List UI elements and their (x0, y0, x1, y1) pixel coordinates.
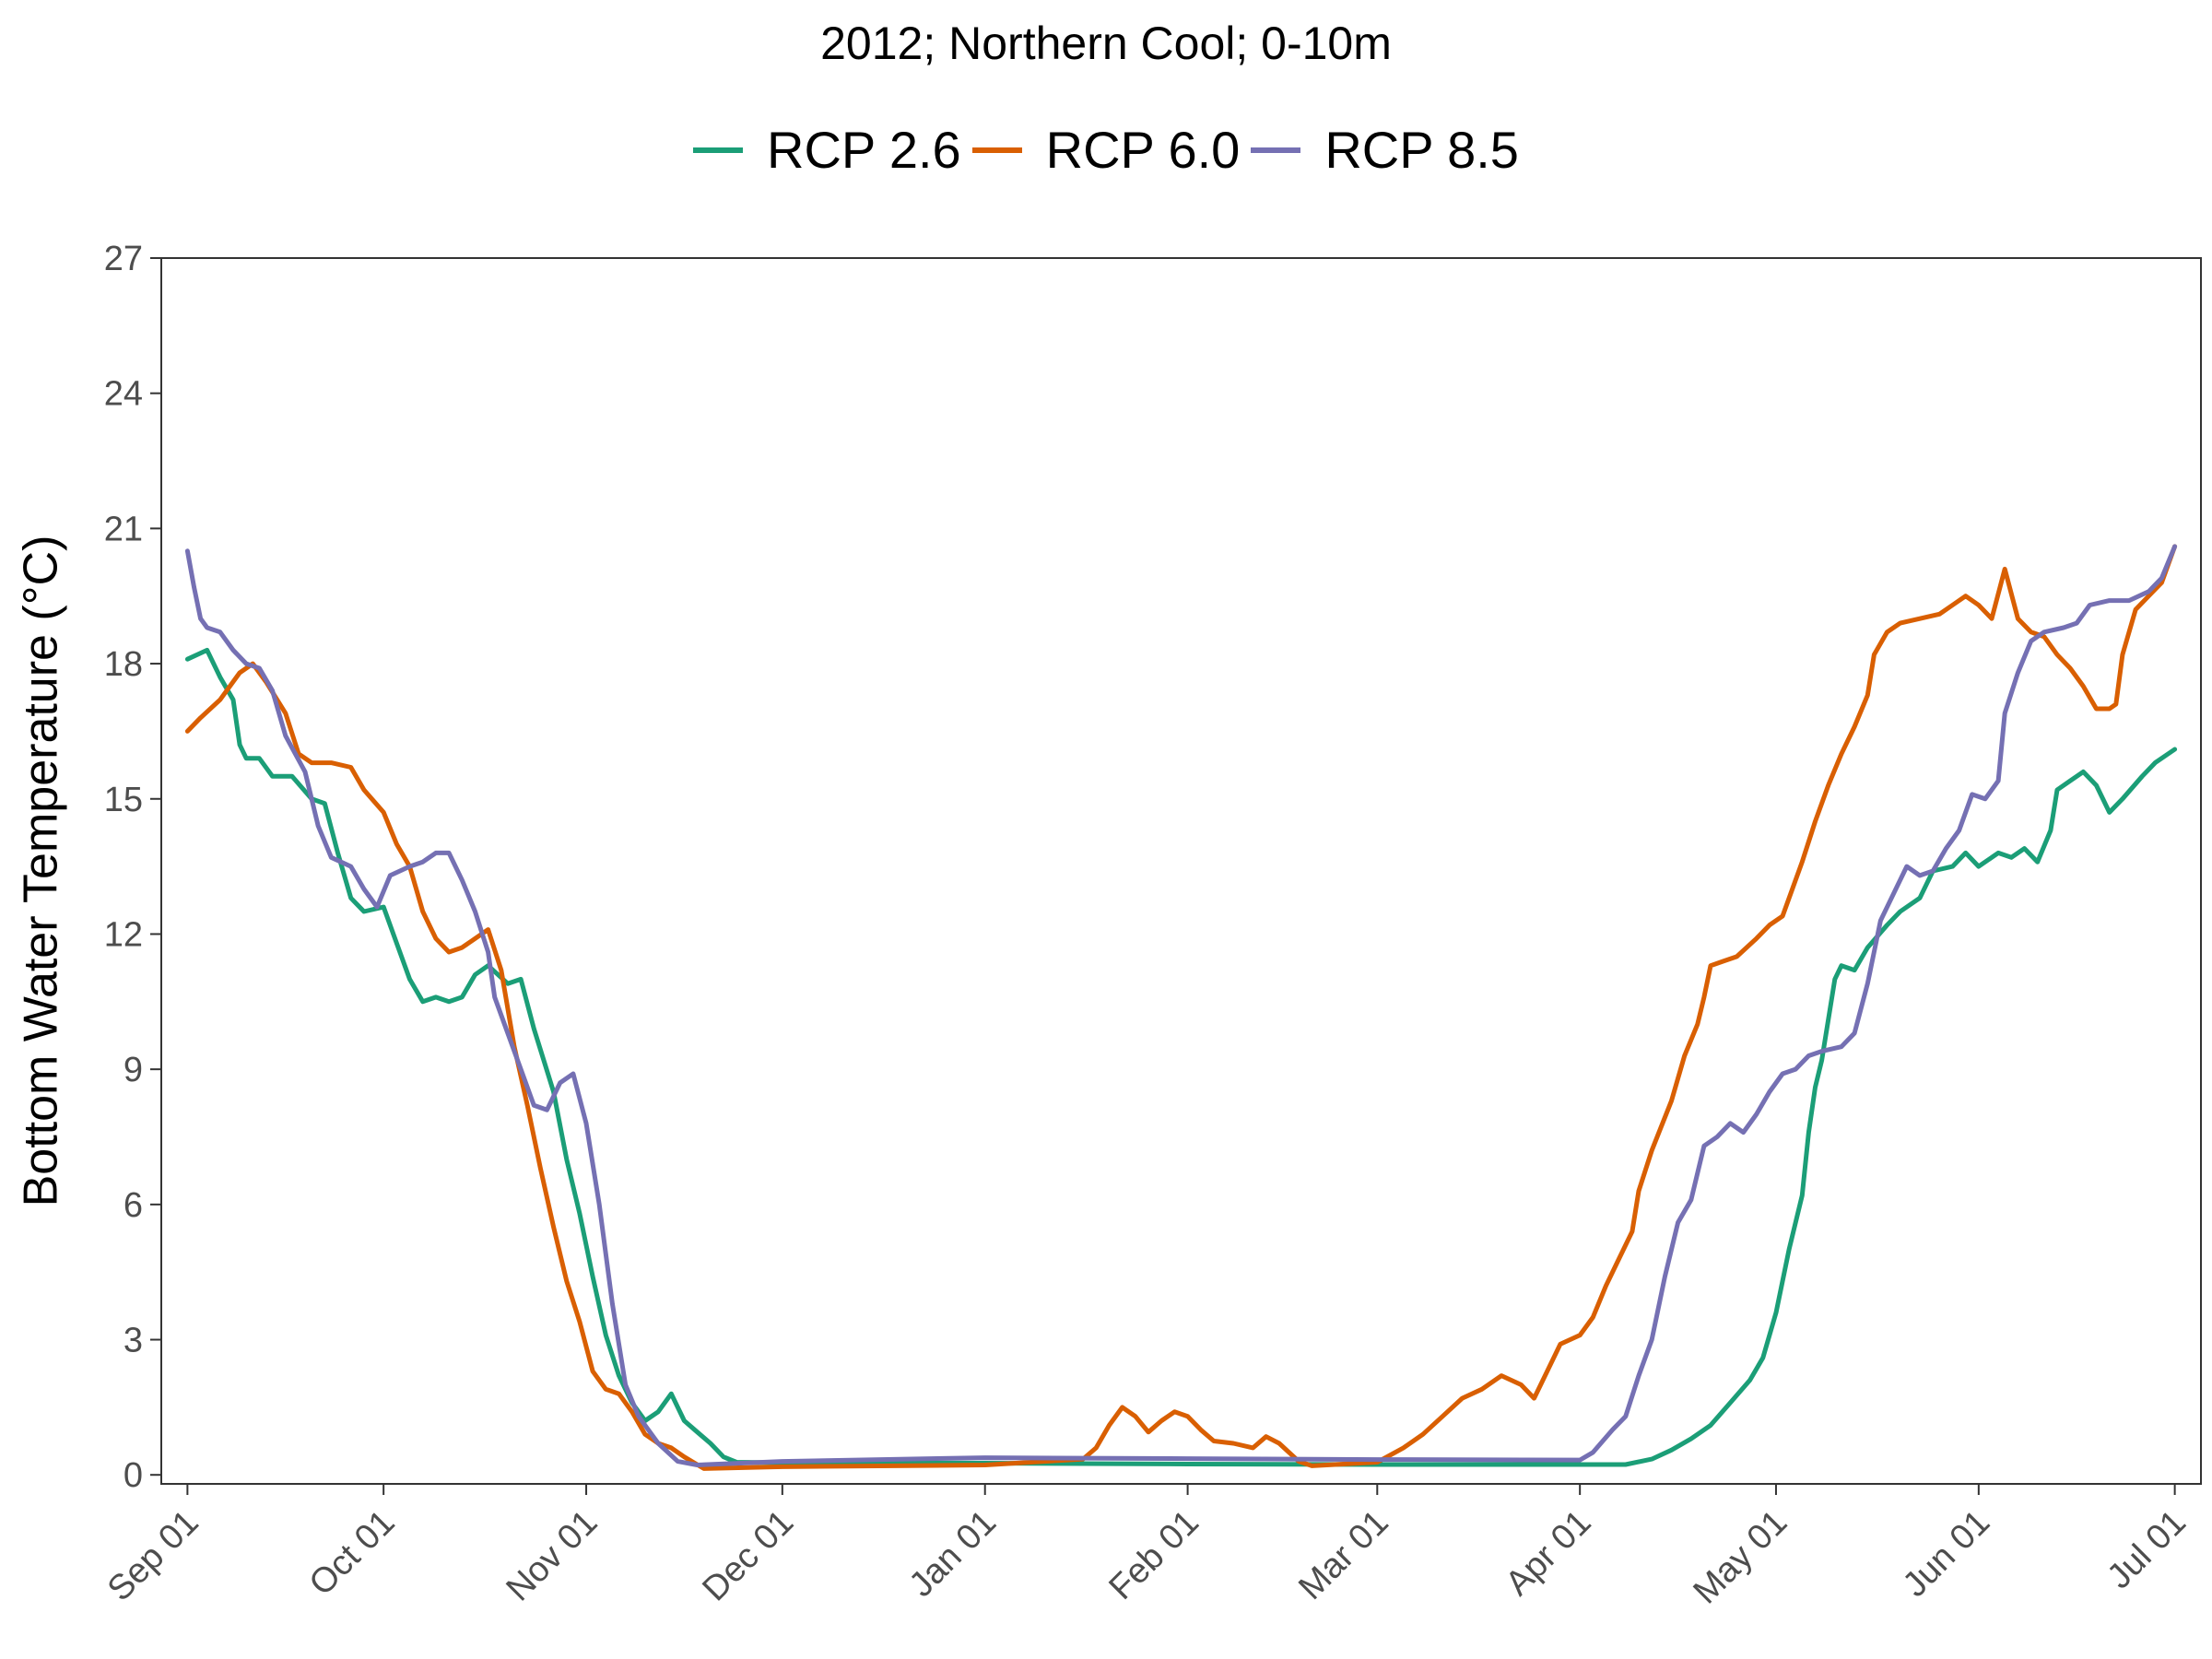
legend-label-rcp26: RCP 2.6 (767, 121, 961, 179)
legend-item-rcp85: RCP 8.5 (1251, 120, 1519, 180)
y-axis: 0 3 6 9 12 15 18 21 24 27 (104, 240, 161, 1495)
x-tick-label: Mar 01 (1291, 1503, 1395, 1607)
x-tick-label: Jun 01 (1896, 1503, 1997, 1605)
y-tick-label: 15 (104, 781, 143, 819)
legend-key-rcp85 (1251, 147, 1301, 153)
chart-title: 2012; Northern Cool; 0-10m (820, 18, 1392, 69)
y-tick-label: 0 (124, 1456, 143, 1495)
series-line-rcp26 (184, 647, 2178, 1467)
y-tick-label: 21 (104, 510, 143, 548)
legend-label-rcp60: RCP 6.0 (1045, 121, 1241, 179)
x-tick-label: May 01 (1687, 1503, 1795, 1612)
plot-panel (160, 257, 2202, 1485)
x-tick-label: Dec 01 (695, 1503, 801, 1609)
y-tick-label: 3 (124, 1322, 143, 1360)
x-tick-label: Nov 01 (500, 1503, 606, 1609)
legend-key-rcp60 (971, 147, 1022, 153)
y-tick-label: 24 (104, 375, 143, 414)
legend-item-rcp60: RCP 6.0 (971, 120, 1241, 180)
legend-label-rcp85: RCP 8.5 (1324, 121, 1519, 179)
y-tick-label: 9 (124, 1051, 143, 1089)
y-tick-label: 12 (104, 915, 143, 954)
series-layer (184, 544, 2178, 1471)
x-axis: Sep 01 Oct 01 Nov 01 Dec 01 Jan 01 Feb 01 Mar … (100, 1484, 2194, 1611)
x-tick-label: Sep 01 (100, 1503, 206, 1609)
x-tick-label: Oct 01 (302, 1503, 403, 1604)
y-axis-title: Bottom Water Temperature (°C) (15, 535, 68, 1207)
x-tick-label: Feb 01 (1102, 1503, 1206, 1607)
legend-item-rcp26: RCP 2.6 (693, 120, 961, 180)
y-tick-label: 27 (104, 240, 143, 278)
x-tick-label: Jul 01 (2100, 1503, 2194, 1596)
x-tick-label: Jan 01 (902, 1503, 1004, 1605)
legend: RCP 2.6 RCP 6.0 RCP 8.5 (0, 120, 2212, 180)
x-tick-label: Apr 01 (1499, 1503, 1599, 1604)
y-tick-label: 18 (104, 645, 143, 684)
y-tick-label: 6 (124, 1186, 143, 1225)
series-line-rcp60 (184, 544, 2178, 1471)
legend-key-rcp26 (693, 147, 744, 153)
series-line-rcp85 (184, 544, 2178, 1467)
